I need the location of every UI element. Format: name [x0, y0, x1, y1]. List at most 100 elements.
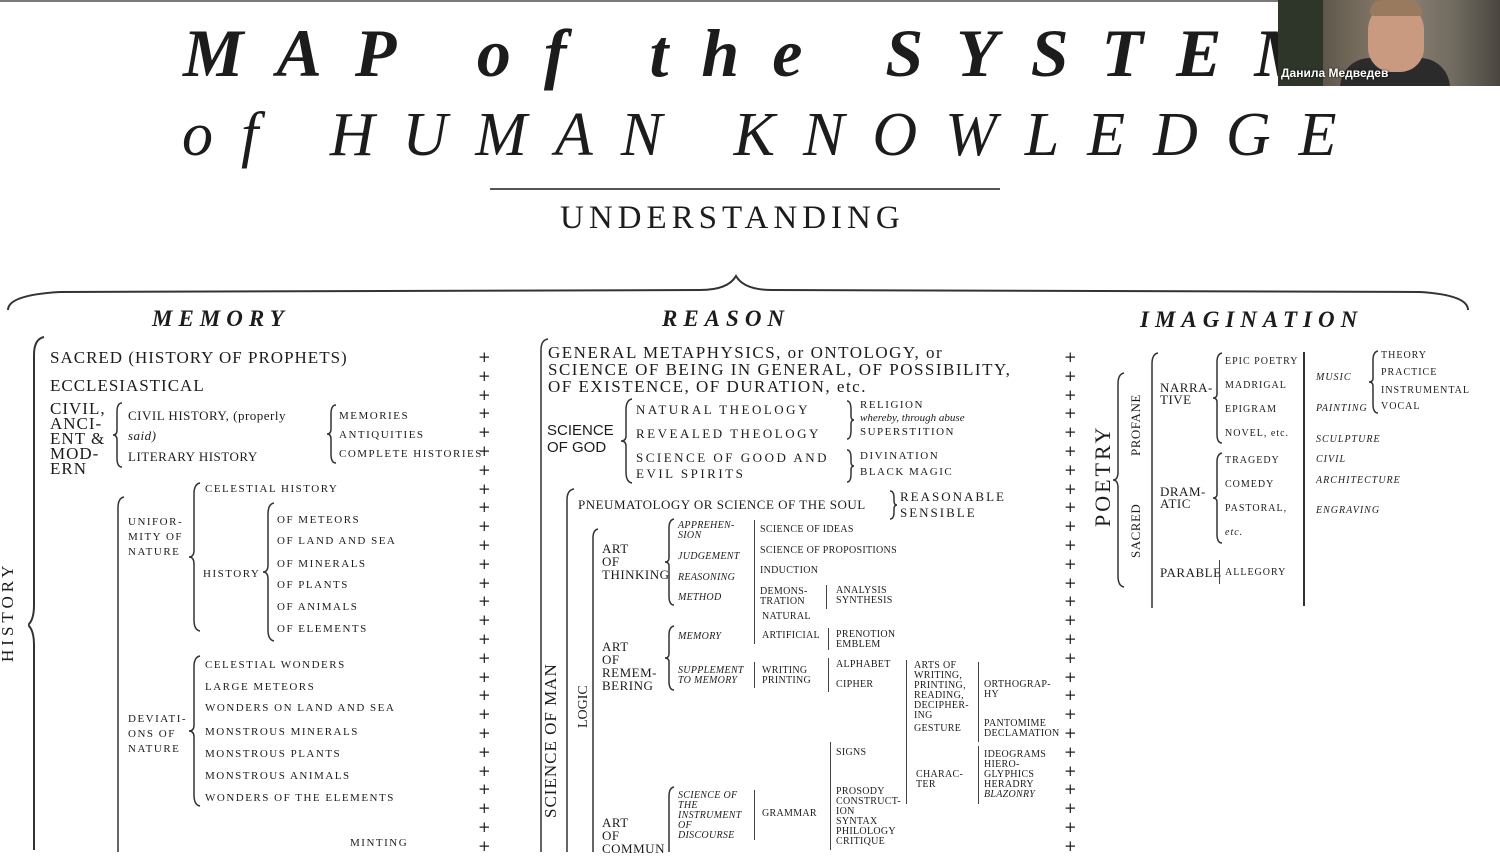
science-of-man-brace — [566, 488, 575, 852]
column-imagination: IMAGINATION — [1140, 307, 1364, 332]
thinking-results-line — [754, 520, 755, 610]
tragedy: TRAGEDY — [1225, 455, 1280, 466]
celestial-wonders: CELESTIAL WONDERS — [205, 659, 346, 671]
reasoning: REASONING — [678, 572, 736, 583]
history-of-plants: OF PLANTS — [277, 579, 349, 591]
large-meteors: LARGE METEORS — [205, 681, 316, 693]
plus-sign: + — [478, 611, 491, 630]
emblem: EMBLEM — [836, 639, 881, 650]
plus-sign: + — [478, 385, 491, 404]
history-of-meteors: OF METEORS — [277, 514, 361, 526]
reasonable: REASONABLE — [900, 489, 1006, 504]
plus-sign: + — [1064, 366, 1077, 385]
music-brace — [1368, 350, 1379, 414]
plus-sign: + — [1064, 535, 1077, 554]
gesture: GESTURE — [914, 723, 962, 734]
divination-brace — [846, 449, 855, 483]
plus-sign: + — [1064, 460, 1077, 479]
divination: DIVINATION — [860, 450, 940, 462]
plus-sign: + — [478, 799, 491, 818]
music-practice: PRACTICE — [1381, 367, 1438, 378]
literary-history: LITERARY HISTORY — [128, 449, 258, 464]
science-of-ideas: SCIENCE OF IDEAS — [760, 524, 854, 535]
monstrous-minerals: MONSTROUS MINERALS — [205, 726, 359, 738]
comedy: COMEDY — [1225, 479, 1275, 490]
title-line-2: of HUMAN KNOWLEDGE — [182, 101, 1365, 169]
pantomime: PANTOMIME — [984, 718, 1047, 729]
art-of-communication: ART OF COMMUN — [602, 815, 665, 856]
plus-sign: + — [478, 535, 491, 554]
title-line-1: MAP of the SYSTEM — [183, 15, 1348, 91]
uniformity-of-nature: UNIFOR- MITY OF NATURE — [128, 516, 184, 558]
plus-sign: + — [478, 479, 491, 498]
plus-sign: + — [478, 423, 491, 442]
plus-sign: + — [478, 348, 491, 366]
revealed-theology: REVEALED THEOLOGY — [636, 426, 821, 441]
induction: INDUCTION — [760, 565, 819, 576]
plus-sign: + — [1064, 385, 1077, 404]
sacred-poetry: SACRED — [1128, 503, 1143, 558]
video-plant — [1278, 0, 1323, 86]
alphabet: ALPHABET — [836, 659, 891, 670]
pastoral: PASTORAL, — [1225, 503, 1288, 514]
god-brace — [620, 398, 633, 484]
plus-sign: + — [1064, 348, 1077, 366]
participant-hair — [1370, 0, 1422, 16]
civil-group: CIVIL, ANCI- ENT & MOD- ERN — [50, 399, 106, 478]
civil-art: CIVIL — [1316, 454, 1346, 465]
plus-sign: + — [1064, 517, 1077, 536]
column-reason: REASON — [662, 306, 791, 331]
plus-sign: + — [1064, 592, 1077, 611]
minting: MINTING — [350, 837, 409, 849]
science-of-propositions: SCIENCE OF PROPOSITIONS — [760, 545, 897, 556]
civil-sub-brace — [326, 404, 337, 464]
plus-sign: + — [478, 723, 491, 742]
plus-sign: + — [478, 592, 491, 611]
grammar: GRAMMAR — [762, 808, 817, 819]
complete-histories: COMPLETE HISTORIES — [339, 448, 483, 460]
good-evil-spirits-1: SCIENCE OF GOOD AND — [636, 450, 830, 465]
supplement-line — [754, 662, 755, 688]
monstrous-plants: MONSTROUS PLANTS — [205, 748, 342, 760]
plus-sign: + — [1064, 723, 1077, 742]
epigram: EPIGRAM — [1225, 404, 1278, 415]
thinking-brace — [664, 518, 675, 606]
sensible: SENSIBLE — [900, 505, 977, 520]
sacred-history: SACRED (HISTORY OF PROPHETS) — [50, 348, 348, 367]
music: MUSIC — [1316, 372, 1352, 383]
demonstration-line — [826, 585, 827, 609]
natural-theology: NATURAL THEOLOGY — [636, 402, 810, 417]
method: METHOD — [678, 592, 722, 603]
plus-sign: + — [1064, 761, 1077, 780]
plus-sign: + — [1064, 629, 1077, 648]
civil-brace — [112, 402, 123, 468]
madrigal: MADRIGAL — [1225, 380, 1287, 391]
profane: PROFANE — [1128, 394, 1143, 456]
science-of-man: SCIENCE OF MAN — [541, 663, 560, 818]
memory-line — [754, 610, 755, 644]
history-brace — [28, 336, 45, 850]
participant-name: Данила Медведев — [1281, 66, 1389, 80]
dramatic: DRAM- ATIC — [1160, 484, 1206, 511]
supplement-to-memory: SUPPLEMENT TO MEMORY — [678, 665, 744, 686]
declamation: DECLAMATION — [984, 728, 1060, 739]
history-sub-label: HISTORY — [203, 568, 261, 580]
allegory: ALLEGORY — [1225, 567, 1287, 578]
narrative: NARRA- TIVE — [1160, 380, 1213, 407]
fine-arts-line — [1303, 352, 1305, 606]
history-of-minerals: OF MINERALS — [277, 558, 367, 570]
plus-sign: + — [478, 573, 491, 592]
video-participant-tile[interactable]: Данила Медведев — [1278, 0, 1500, 86]
history-label: HISTORY — [0, 561, 17, 662]
superstition: SUPERSTITION — [860, 426, 956, 438]
novel-etc: NOVEL, etc. — [1225, 428, 1290, 439]
plus-sign: + — [478, 404, 491, 423]
natural-brace — [117, 496, 125, 852]
plus-sign: + — [478, 667, 491, 686]
orthography: ORTHOGRAP- HY — [984, 679, 1051, 700]
character-line — [978, 746, 979, 804]
deviations-brace — [188, 655, 201, 807]
reason-brace — [540, 338, 549, 852]
plus-sign: + — [1064, 648, 1077, 667]
plus-sign: + — [1064, 686, 1077, 705]
